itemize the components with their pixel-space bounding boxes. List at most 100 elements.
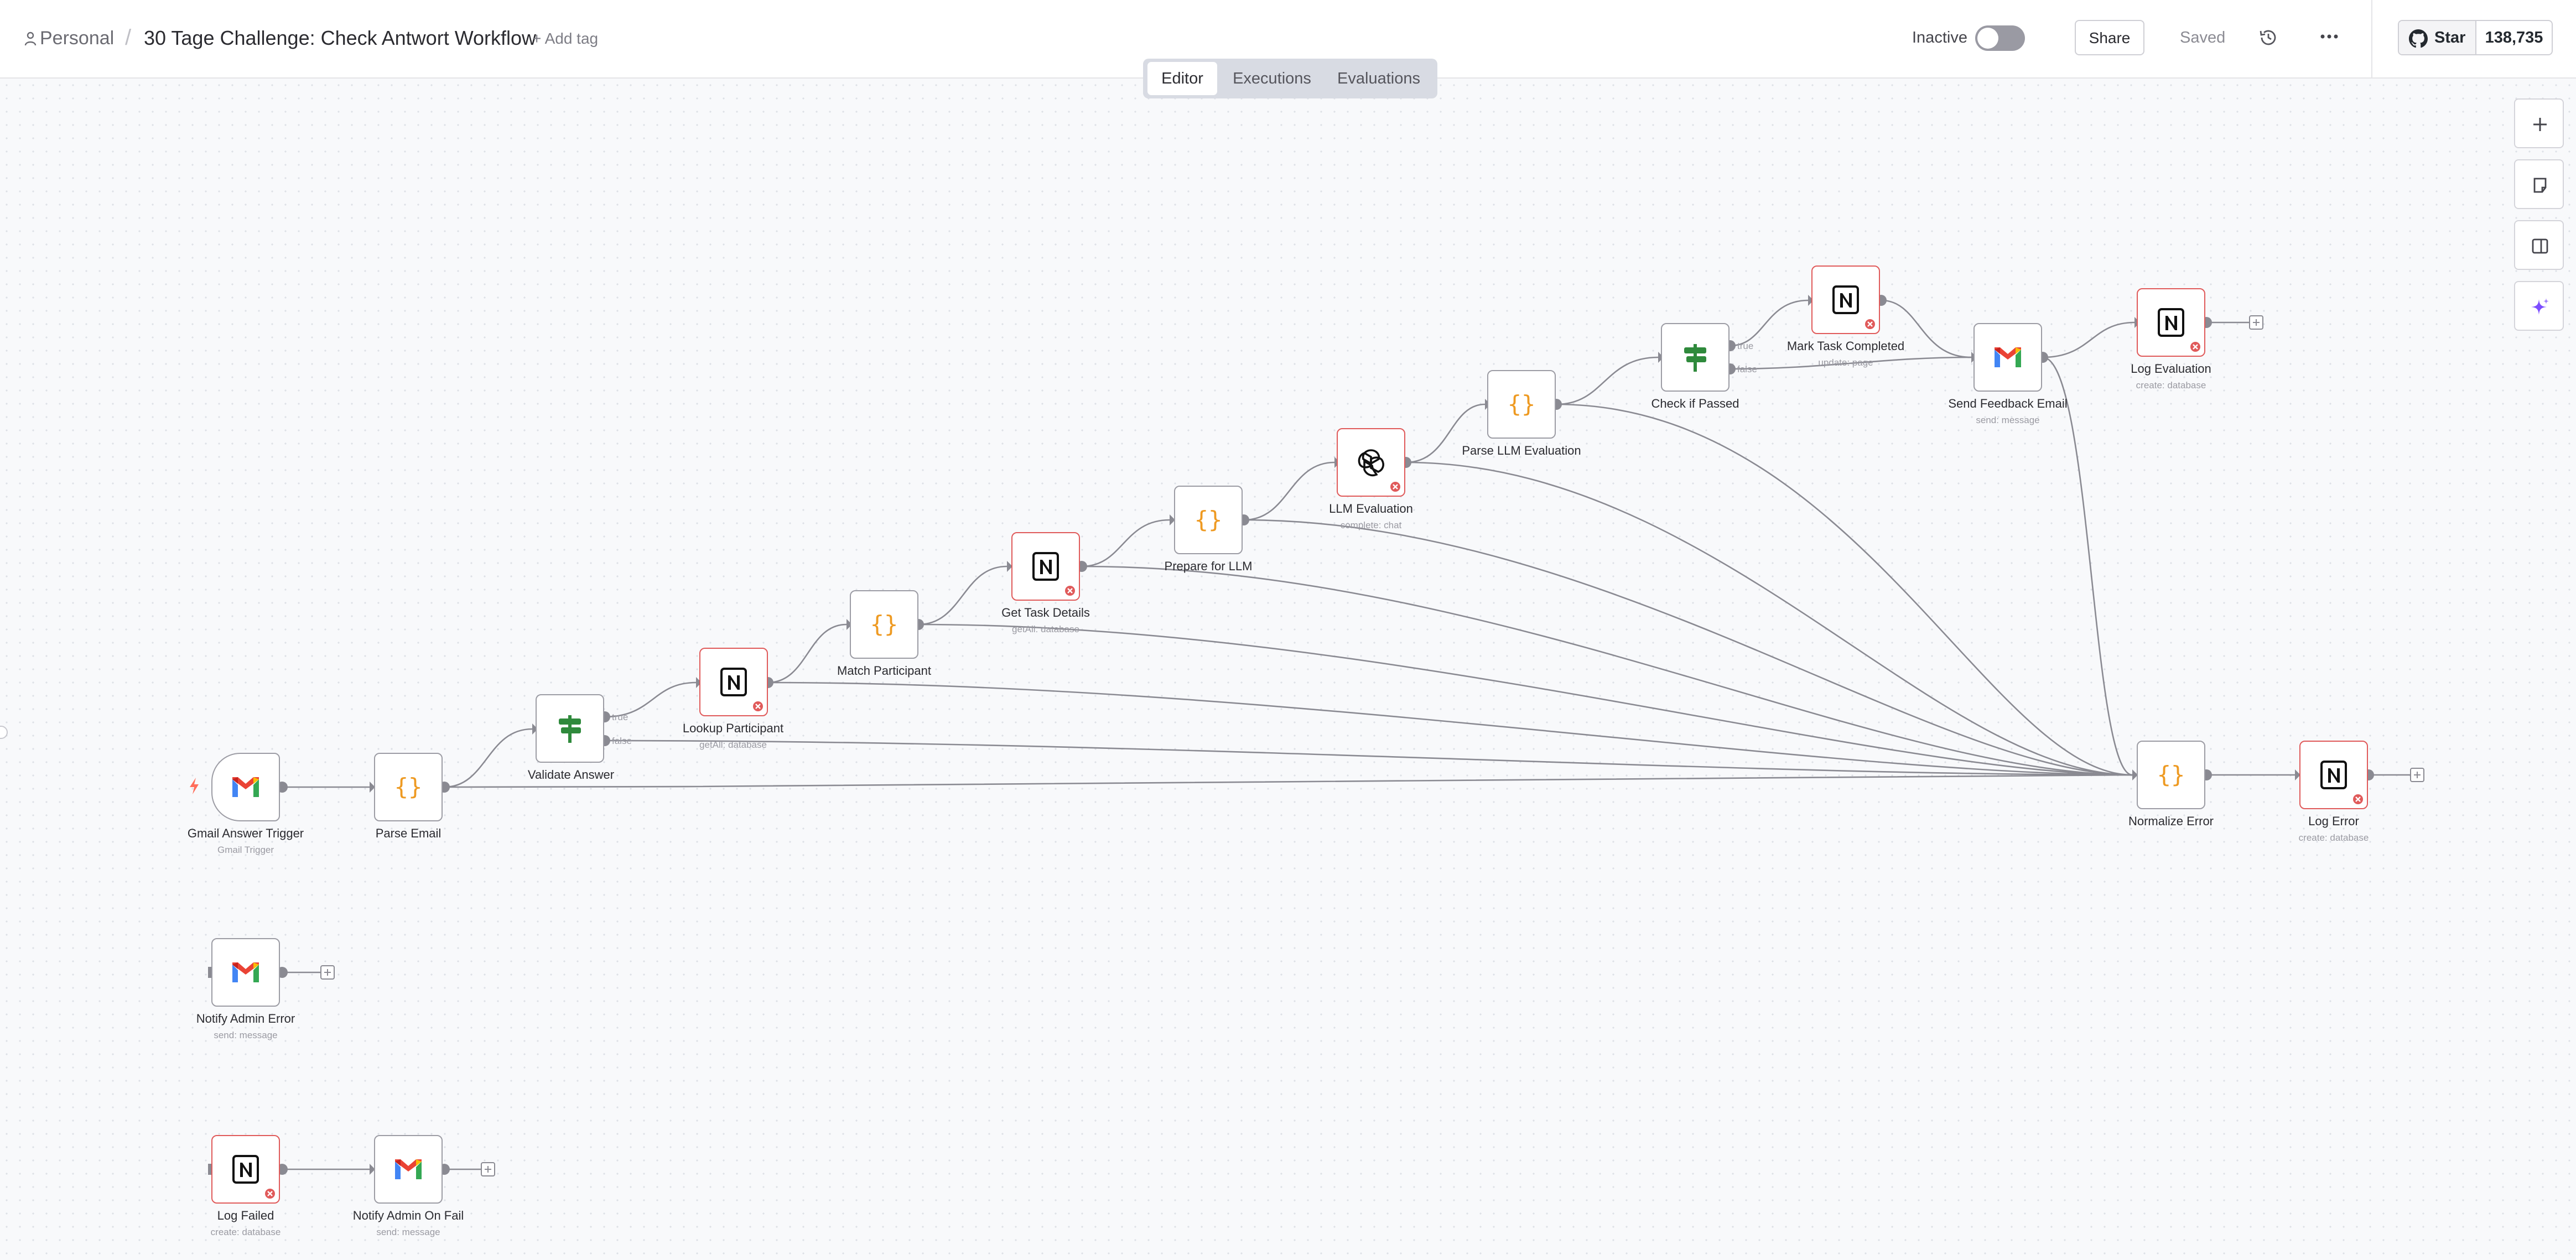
- error-connection: [1081, 565, 2133, 776]
- workflow-name[interactable]: 30 Tage Challenge: Check Antwort Workflo…: [144, 27, 537, 49]
- code-icon: {}: [1508, 391, 1536, 418]
- error-connection: [1243, 519, 2133, 776]
- node-subtitle: Gmail Trigger: [217, 845, 274, 855]
- node-label: Parse LLM Evaluation: [1462, 444, 1581, 457]
- plus-icon: [2533, 118, 2547, 131]
- workflow-canvas[interactable]: true false true false: [0, 79, 2576, 1260]
- node-parse-email[interactable]: {}: [374, 753, 443, 821]
- node-subtitle: complete: chat: [1340, 520, 1402, 530]
- node-log-evaluation[interactable]: [2137, 288, 2205, 357]
- node-prepare-for-llm[interactable]: {}: [1174, 486, 1243, 554]
- code-icon: {}: [2157, 761, 2185, 788]
- node-label: Parse Email: [375, 826, 442, 840]
- node-label: Log Evaluation: [2131, 362, 2211, 376]
- node-subtitle: create: database: [210, 1227, 281, 1237]
- svg-text:{}: {}: [394, 773, 423, 800]
- svg-text:{}: {}: [2157, 761, 2185, 788]
- saved-status: Saved: [2180, 29, 2226, 46]
- error-badge-icon: [1390, 482, 1400, 492]
- error-badge-icon: [2353, 794, 2363, 804]
- add-node-button[interactable]: [2514, 98, 2564, 148]
- node-notify-admin-on-fail[interactable]: [374, 1135, 443, 1204]
- node-llm-evaluation[interactable]: [1337, 428, 1405, 497]
- error-badge-icon: [753, 701, 763, 711]
- gmail-icon: [1995, 347, 2021, 367]
- node-subtitle: update: page: [1818, 357, 1873, 368]
- node-get-task-details[interactable]: [1011, 532, 1080, 601]
- node-label: Validate Answer: [527, 768, 615, 782]
- connections-layer: true false true false: [208, 295, 2424, 1176]
- github-star-label: Star: [2434, 29, 2466, 46]
- active-status-label: Inactive: [1912, 29, 1967, 46]
- node-gmail-answer-trigger[interactable]: [211, 753, 280, 821]
- filter-icon: [1684, 344, 1706, 372]
- github-icon: [2409, 29, 2428, 48]
- connection: [444, 728, 533, 788]
- node-log-failed[interactable]: [211, 1135, 280, 1204]
- connection: [1881, 299, 1972, 358]
- node-label: Notify Admin On Fail: [352, 1209, 464, 1222]
- github-star-count: 138,735: [2485, 29, 2543, 46]
- node-normalize-error[interactable]: {}: [2137, 741, 2205, 809]
- person-icon: [24, 32, 37, 46]
- connection: [1730, 356, 1972, 370]
- ai-assistant-button[interactable]: [2514, 281, 2564, 331]
- branch-label-true: true: [1737, 341, 1753, 351]
- github-star-button[interactable]: Star: [2399, 21, 2476, 54]
- node-subtitle: send: message: [376, 1227, 440, 1237]
- node-notify-admin-error[interactable]: [211, 938, 280, 1007]
- node-log-error[interactable]: [2299, 741, 2368, 809]
- breadcrumb-owner[interactable]: Personal: [24, 28, 114, 49]
- node-subtitle: send: message: [214, 1030, 278, 1040]
- connection: [1556, 356, 1659, 405]
- notion-icon: [1832, 285, 1859, 314]
- active-toggle[interactable]: [1975, 25, 2025, 51]
- branch-label-false: false: [1737, 364, 1757, 374]
- more-options-icon[interactable]: [2318, 24, 2340, 49]
- node-label: Gmail Answer Trigger: [187, 826, 304, 840]
- error-connection: [1405, 461, 2133, 776]
- node-match-participant[interactable]: {}: [850, 590, 918, 659]
- notion-icon: [720, 668, 747, 696]
- error-connection: [767, 681, 2133, 776]
- code-icon: {}: [394, 773, 423, 800]
- error-badge-icon: [2190, 342, 2200, 352]
- tab-editor[interactable]: Editor: [1147, 62, 1217, 95]
- error-connection: [444, 774, 2133, 788]
- node-subtitle: getAll: database: [1012, 624, 1079, 634]
- header-divider: [2371, 0, 2372, 77]
- trigger-bolt-icon: [190, 778, 199, 794]
- connection: [1405, 403, 1486, 464]
- connection: [767, 623, 847, 684]
- toggle-panel-button[interactable]: [2514, 220, 2564, 270]
- notion-icon: [232, 1155, 259, 1184]
- node-subtitle: create: database: [2136, 380, 2206, 391]
- node-validate-answer[interactable]: [536, 694, 604, 763]
- node-label: LLM Evaluation: [1329, 502, 1413, 516]
- connection: [2042, 321, 2135, 358]
- node-label: Log Failed: [217, 1209, 274, 1222]
- breadcrumb-separator: /: [125, 25, 132, 50]
- tab-executions[interactable]: Executions: [1233, 70, 1311, 87]
- connection: [1243, 461, 1335, 521]
- history-icon[interactable]: [2258, 28, 2278, 48]
- tab-evaluations[interactable]: Evaluations: [1337, 70, 1420, 87]
- share-button[interactable]: Share: [2075, 20, 2144, 55]
- node-send-feedback-email[interactable]: [1973, 323, 2042, 392]
- svg-text:{}: {}: [1194, 506, 1223, 533]
- node-check-if-passed[interactable]: [1661, 323, 1730, 392]
- node-parse-llm-evaluation[interactable]: {}: [1487, 370, 1556, 439]
- node-lookup-participant[interactable]: [699, 648, 768, 716]
- add-sticky-note-button[interactable]: [2514, 159, 2564, 209]
- node-label: Mark Task Completed: [1786, 339, 1905, 353]
- github-star-widget[interactable]: Star 138,735: [2398, 20, 2553, 55]
- connection: [604, 681, 697, 718]
- node-mark-task-completed[interactable]: [1811, 265, 1880, 334]
- sparkle-icon: [2531, 298, 2549, 315]
- note-icon: [2533, 178, 2547, 193]
- add-tag-button[interactable]: + Add tag: [532, 30, 599, 47]
- node-label: Lookup Participant: [682, 721, 784, 735]
- error-badge-icon: [1865, 319, 1875, 329]
- gmail-icon: [232, 777, 259, 797]
- svg-text:{}: {}: [1508, 391, 1536, 418]
